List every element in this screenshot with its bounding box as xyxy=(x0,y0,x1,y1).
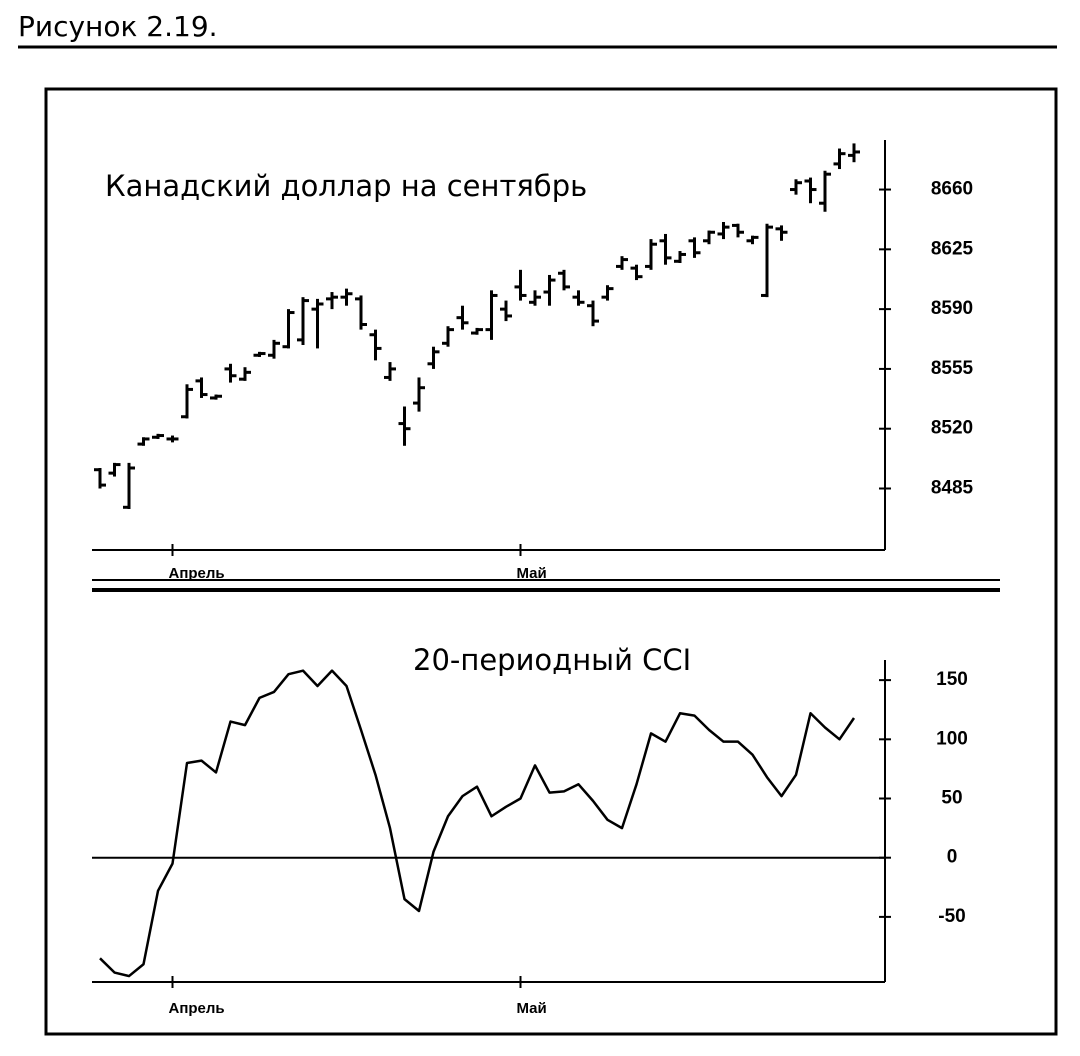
y-tick-label: 8555 xyxy=(931,358,974,379)
y-tick-label: 8625 xyxy=(931,238,974,259)
y-tick-label: 100 xyxy=(936,728,968,749)
caption: Рисунок 2.19. xyxy=(18,10,218,43)
y-tick-label: 8520 xyxy=(931,418,973,439)
y-tick-label: 8485 xyxy=(931,478,974,499)
cci-line xyxy=(99,669,856,978)
x-tick-label: Май xyxy=(517,565,547,582)
y-tick-label: -50 xyxy=(938,906,965,927)
x-tick-label: Апрель xyxy=(169,565,225,582)
frame xyxy=(44,87,1058,1036)
y-tick-label: 0 xyxy=(947,847,958,868)
x-tick-label: Апрель xyxy=(169,1000,225,1017)
y-tick-label: 8590 xyxy=(931,298,973,319)
chart-title: Канадский доллар на сентябрь xyxy=(105,169,587,203)
chart-title: 20-периодный CCI xyxy=(413,643,691,677)
x-tick-label: Май xyxy=(517,1000,547,1017)
y-tick-label: 50 xyxy=(941,788,962,809)
y-tick-label: 150 xyxy=(936,669,968,690)
y-tick-label: 8660 xyxy=(931,179,973,200)
